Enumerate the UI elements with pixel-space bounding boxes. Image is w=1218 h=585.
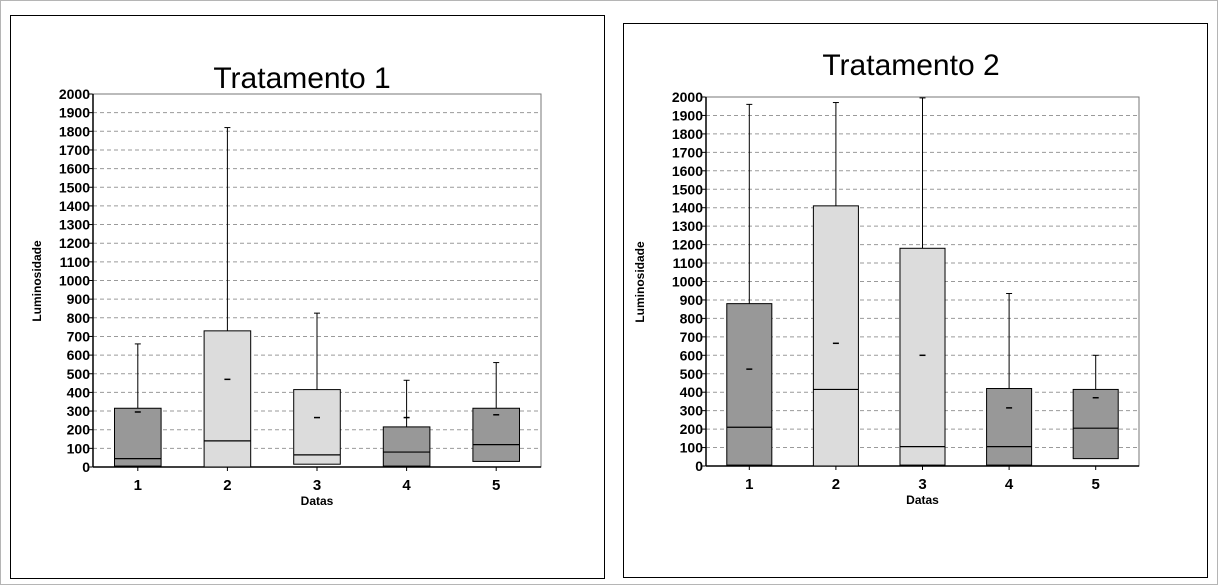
y-tick-label: 700 — [67, 328, 91, 344]
y-tick-label: 1400 — [59, 198, 90, 214]
chart-panel-tratamento-2: Tratamento 2 0 100 200 300 400 500 600 700 800 900… — [623, 23, 1208, 578]
y-tick-label: 300 — [680, 403, 704, 419]
y-tick-label: 1000 — [672, 274, 703, 290]
y-tick-label: 500 — [680, 366, 704, 382]
x-tick-label: 2 — [223, 477, 231, 494]
y-axis-label: Luminosidade — [30, 240, 44, 322]
x-axis-label: Datas — [906, 493, 939, 507]
box-4 — [382, 426, 431, 467]
y-tick-label: 1500 — [59, 179, 90, 195]
y-tick-label: 1300 — [59, 217, 90, 233]
box-1 — [114, 407, 162, 467]
x-tick-label: 1 — [134, 477, 142, 494]
y-tick-label: 1700 — [59, 142, 90, 158]
x-tick-label: 3 — [313, 477, 321, 494]
y-tick-label: 300 — [67, 403, 91, 419]
x-tick-label: 3 — [918, 476, 926, 493]
y-tick-label: 1300 — [672, 218, 703, 234]
y-tick-label: 800 — [680, 310, 704, 326]
y-tick-label: 1800 — [672, 126, 703, 142]
y-tick-label: 1100 — [673, 255, 704, 271]
y-tick-label: 1200 — [59, 235, 90, 251]
y-tick-label: 1200 — [672, 237, 703, 253]
box-5 — [1072, 388, 1119, 460]
y-axis-label: Luminosidade — [633, 241, 647, 323]
box-3 — [899, 247, 946, 466]
x-tick-label: 4 — [1005, 476, 1014, 493]
y-tick-label: 700 — [680, 329, 704, 345]
y-tick-label: 1900 — [59, 105, 90, 121]
y-tick-label: 1100 — [60, 254, 91, 270]
y-tick-label: 600 — [680, 347, 704, 363]
y-tick-label: 0 — [82, 459, 90, 475]
chart-2-svg: Tratamento 2 0 100 200 300 400 500 600 700 800 900… — [633, 49, 1140, 507]
x-tick-label: 4 — [402, 477, 411, 494]
y-tick-label: 400 — [680, 384, 704, 400]
y-tick-label: 800 — [67, 310, 91, 326]
x-axis-label: Datas — [301, 494, 334, 508]
box-5 — [472, 407, 520, 462]
y-tick-label: 1700 — [672, 144, 703, 160]
y-tick-label: 2000 — [672, 89, 703, 105]
y-tick-label: 200 — [680, 421, 704, 437]
chart-panel-tratamento-1: Tratamento 1 0 100 200 300 400 500 600 700 800 900… — [10, 15, 605, 579]
chart-title: Tratamento 2 — [822, 49, 999, 82]
y-tick-label: 600 — [67, 347, 91, 363]
y-tick-label: 900 — [680, 292, 704, 308]
y-tick-label: 900 — [67, 291, 91, 307]
x-tick-label: 5 — [492, 477, 500, 494]
y-tick-label: 1600 — [59, 161, 90, 177]
chart-title: Tratamento 1 — [213, 62, 390, 95]
x-tick-label: 1 — [745, 476, 753, 493]
y-tick-label: 1500 — [672, 181, 703, 197]
y-tick-label: 1400 — [672, 200, 703, 216]
y-tick-label: 400 — [67, 384, 91, 400]
box-4 — [986, 388, 1033, 466]
y-tick-label: 100 — [680, 440, 704, 456]
y-tick-label: 1800 — [59, 123, 90, 139]
y-tick-label: 0 — [695, 458, 703, 474]
x-tick-label: 2 — [832, 476, 840, 493]
y-tick-label: 2000 — [59, 86, 90, 102]
y-tick-label: 1000 — [59, 273, 90, 289]
y-tick-label: 100 — [67, 440, 91, 456]
y-tick-label: 1600 — [672, 163, 703, 179]
y-tick-label: 200 — [67, 422, 91, 438]
y-tick-label: 500 — [67, 366, 91, 382]
x-tick-label: 5 — [1092, 476, 1100, 493]
box-2 — [812, 205, 859, 467]
box-1 — [726, 303, 773, 466]
chart-1-svg: Tratamento 1 0 100 200 300 400 500 600 700 800 900… — [30, 62, 542, 508]
y-tick-label: 1900 — [672, 107, 703, 123]
box-3 — [293, 389, 341, 465]
box-2 — [203, 330, 252, 468]
